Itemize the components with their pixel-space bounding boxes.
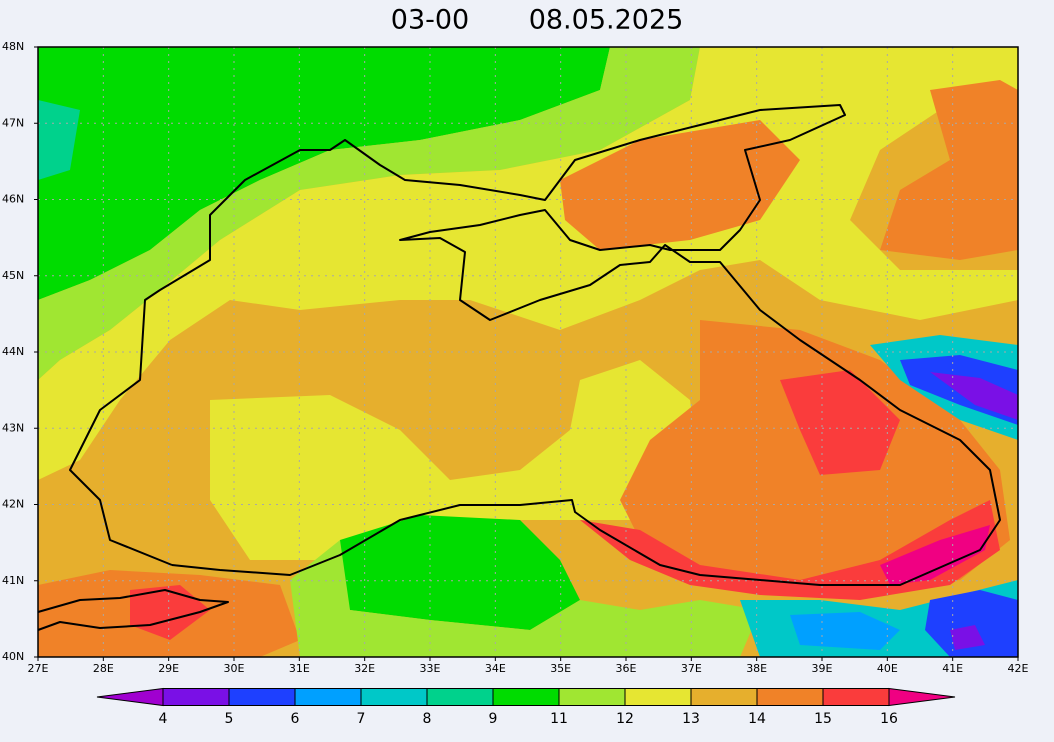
colorbar-segment [690, 688, 758, 706]
field [38, 47, 1018, 657]
lon-label: 42E [1008, 662, 1029, 675]
lon-label: 27E [28, 662, 49, 675]
lon-label: 38E [746, 662, 767, 675]
colorbar-label: 9 [489, 711, 498, 727]
colorbar-label: 16 [880, 711, 898, 727]
colorbar-segment [624, 688, 692, 706]
colorbar-segment [294, 688, 362, 706]
lat-label: 43N [2, 421, 24, 434]
colorbar-label: 15 [814, 711, 832, 727]
lon-label: 39E [812, 662, 833, 675]
lat-label: 46N [2, 193, 24, 206]
colorbar-segment [558, 688, 626, 706]
colorbar-label: 6 [291, 711, 300, 727]
colorbar-label: 13 [682, 711, 700, 727]
lat-label: 42N [2, 498, 24, 511]
colorbar-label: 5 [225, 711, 234, 727]
lat-label: 44N [2, 345, 24, 358]
coastline [37, 104, 1001, 631]
title-time: 03-00 [391, 5, 469, 36]
colorbar-segment [822, 688, 890, 706]
colorbar: 4 5 6 7 8 9 11 12 13 14 15 16 [96, 687, 956, 727]
colorbar-segment [426, 688, 494, 706]
lat-label: 47N [2, 116, 24, 129]
lat-label: 40N [2, 650, 24, 663]
colorbar-label: 12 [616, 711, 634, 727]
lon-label: 28E [93, 662, 114, 675]
colorbar-segment [492, 688, 560, 706]
lon-label: 30E [224, 662, 245, 675]
lon-label: 34E [485, 662, 506, 675]
colorbar-label: 4 [159, 711, 168, 727]
colorbar-segment [360, 688, 428, 706]
lon-label: 36E [616, 662, 637, 675]
title-date: 08.05.2025 [529, 5, 684, 36]
colorbar-segment [228, 688, 296, 706]
lon-label: 41E [942, 662, 963, 675]
map-frame [37, 46, 1019, 658]
lon-label: 31E [289, 662, 310, 675]
colorbar-label: 11 [550, 711, 568, 727]
colorbar-label: 8 [423, 711, 432, 727]
lat-label: 45N [2, 269, 24, 282]
lon-label: 29E [158, 662, 179, 675]
lon-label: 37E [681, 662, 702, 675]
colorbar-segment [756, 688, 824, 706]
lat-label: 41N [2, 574, 24, 587]
lon-label: 32E [354, 662, 375, 675]
lon-label: 33E [420, 662, 441, 675]
colorbar-extend-low [96, 687, 164, 707]
colorbar-label: 7 [357, 711, 366, 727]
lon-label: 40E [877, 662, 898, 675]
colorbar-label: 14 [748, 711, 766, 727]
lon-label: 35E [550, 662, 571, 675]
colorbar-segment [162, 688, 230, 706]
lat-label: 48N [2, 40, 24, 53]
colorbar-extend-high [888, 687, 956, 707]
